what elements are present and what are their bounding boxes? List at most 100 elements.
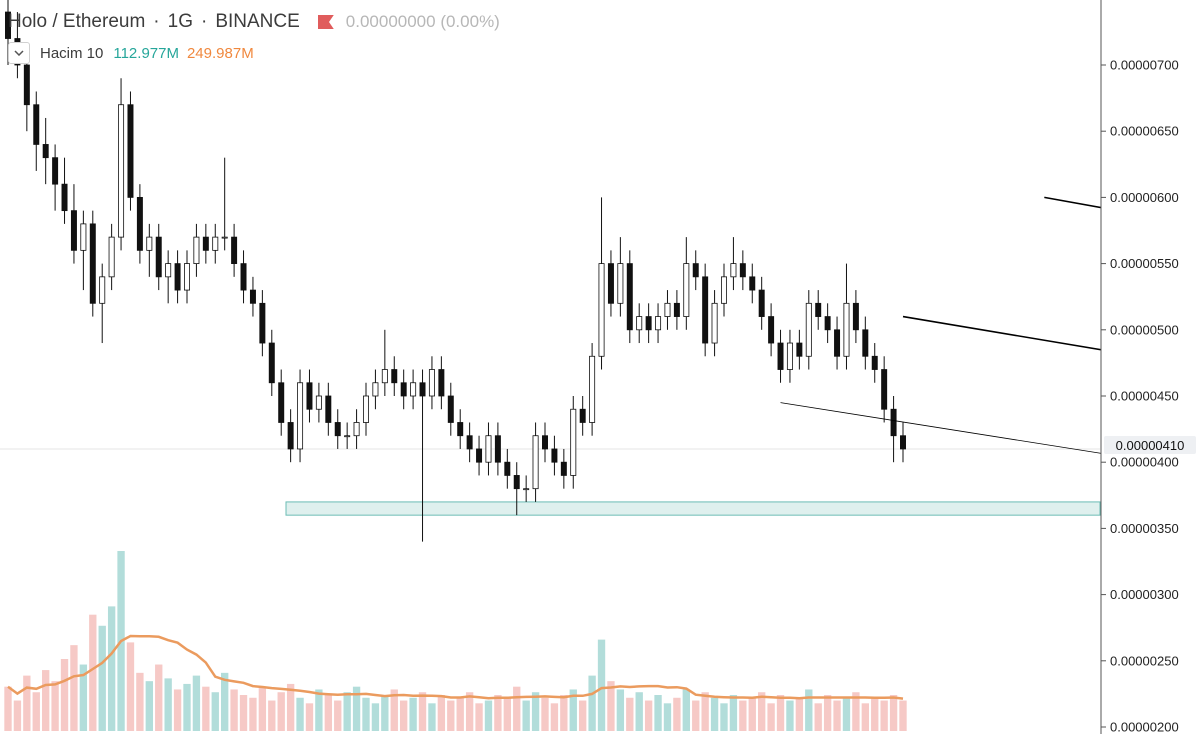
volume-bar [626, 697, 634, 731]
candle [711, 290, 718, 357]
chart-header: Holo / Ethereum · 1G · BINANCE 0.0000000… [8, 8, 500, 36]
candle [834, 316, 841, 370]
candle [353, 409, 360, 449]
candle [900, 422, 906, 463]
candle [315, 382, 322, 423]
candle-body [626, 263, 633, 331]
trend-line-lower-line [780, 402, 1200, 470]
collapse-toggle-button[interactable] [8, 42, 30, 64]
candle-body [786, 342, 793, 370]
volume-bar [79, 664, 88, 731]
candle-body [306, 382, 313, 410]
candle [843, 263, 850, 370]
candle [268, 329, 275, 396]
candle [334, 409, 341, 449]
volume-bar [447, 700, 455, 731]
volume-bar [701, 692, 709, 731]
volume-bar [833, 700, 841, 731]
candle [692, 250, 699, 291]
candle [551, 435, 558, 476]
candle [184, 250, 190, 304]
volume-bar [381, 695, 389, 731]
candle [89, 210, 96, 317]
candle-body [579, 408, 586, 423]
candle-body [127, 104, 134, 198]
candle-body [363, 395, 369, 423]
volume-bar [682, 689, 690, 731]
candle [381, 329, 388, 396]
candle [193, 223, 200, 277]
candle-body [23, 64, 30, 106]
candle [174, 250, 181, 304]
candle-body [645, 316, 652, 331]
volume-bar [400, 700, 408, 731]
interval[interactable]: 1G [167, 11, 193, 32]
candle-body [447, 395, 454, 423]
candle-body [494, 435, 501, 463]
candle-body [428, 369, 435, 397]
price-axis[interactable]: 0.00000700 0.00000650 0.00000600 0.00000550… [1100, 0, 1200, 734]
symbol-name[interactable]: Holo / Ethereum [8, 11, 146, 32]
candle-body [815, 302, 822, 317]
candle-body [61, 183, 68, 212]
candle-body [5, 11, 11, 39]
candle-body [221, 236, 228, 239]
candle-body [532, 435, 539, 490]
candle-body [560, 461, 567, 476]
candle-body [381, 369, 388, 384]
candle-body [805, 302, 812, 357]
candle-body [617, 263, 624, 304]
volume-bar [692, 700, 700, 731]
candle [240, 250, 247, 304]
candle-body [457, 422, 464, 437]
volume-bar [569, 689, 577, 731]
volume-indicator-name[interactable]: Hacim 10 [40, 44, 104, 62]
price-tick-label: 0.00000550 [1110, 256, 1179, 271]
candle-body [739, 263, 746, 278]
candle [278, 369, 285, 436]
candle [758, 276, 765, 330]
candle-body [607, 263, 614, 304]
trend-line-channel-bottom [902, 315, 1200, 368]
candle-body [325, 395, 332, 423]
candle-body [42, 144, 49, 159]
candle-body [52, 157, 59, 185]
volume-bar [758, 692, 766, 731]
last-price-label: 0.00000410 [1104, 436, 1196, 454]
candle [325, 382, 332, 436]
flag-icon[interactable] [318, 14, 334, 30]
candle [862, 316, 869, 370]
price-tick-label: 0.00000600 [1110, 190, 1179, 205]
candle-body [297, 382, 304, 450]
volume-bar [409, 697, 417, 731]
candle-body [758, 289, 765, 317]
volume-bar [588, 675, 596, 731]
volume-bar [23, 675, 31, 731]
candle [673, 290, 680, 330]
candle [447, 382, 454, 436]
candle-body [89, 223, 96, 304]
volume-bar [654, 695, 662, 731]
volume-bars [4, 551, 907, 731]
candle [23, 51, 30, 132]
volume-bar [277, 692, 285, 731]
volume-bar [202, 686, 210, 731]
volume-bar [899, 700, 907, 731]
volume-bar [531, 692, 540, 731]
candle [42, 117, 49, 185]
candle [212, 223, 219, 264]
candle-body [391, 369, 398, 384]
candle-body [881, 369, 888, 410]
candle [80, 210, 87, 291]
volume-bar [597, 639, 606, 731]
candle-body [702, 276, 709, 344]
volume-bar [173, 689, 182, 731]
volume-bar [710, 697, 719, 731]
volume-bar [889, 695, 898, 731]
candle [617, 237, 624, 317]
candle [730, 237, 737, 291]
candle-body [513, 475, 520, 490]
candle-body [843, 302, 850, 357]
candle [560, 448, 567, 489]
